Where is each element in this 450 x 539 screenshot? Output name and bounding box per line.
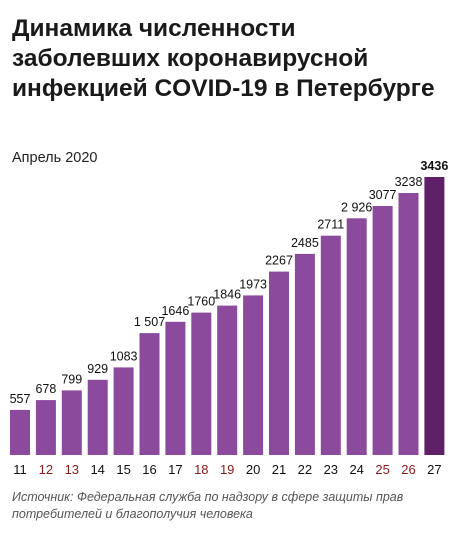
value-label-22: 2485 bbox=[291, 236, 319, 250]
x-tick-label-25: 25 bbox=[375, 462, 389, 477]
value-label-23: 2711 bbox=[317, 218, 344, 232]
bar-23 bbox=[320, 235, 341, 455]
x-tick-label-22: 22 bbox=[298, 462, 312, 477]
bar-26 bbox=[398, 193, 419, 455]
bar-17 bbox=[165, 321, 186, 455]
bar-13 bbox=[61, 390, 82, 455]
x-tick-label-21: 21 bbox=[272, 462, 286, 477]
chart-title: Динамика численности заболевших коронави… bbox=[12, 15, 435, 102]
x-tick-label-23: 23 bbox=[324, 462, 338, 477]
bar-21 bbox=[269, 271, 289, 455]
x-tick-label-14: 14 bbox=[90, 462, 104, 477]
value-label-11: 557 bbox=[10, 392, 31, 406]
value-label-13: 799 bbox=[61, 372, 82, 386]
bar-27 bbox=[424, 177, 445, 455]
x-labels-group: 11 12 13 14 15 16 17 18 19 20 21 22 23 24 25 26 27 bbox=[13, 462, 441, 477]
value-label-24: 2 926 bbox=[341, 200, 372, 214]
x-tick-label-16: 16 bbox=[142, 462, 156, 477]
bar-15 bbox=[113, 367, 134, 455]
bar-12 bbox=[35, 400, 56, 455]
x-tick-label-26: 26 bbox=[401, 462, 415, 477]
x-tick-label-24: 24 bbox=[349, 462, 363, 477]
x-tick-label-20: 20 bbox=[246, 462, 260, 477]
value-label-16: 1 507 bbox=[134, 315, 165, 329]
x-tick-label-11: 11 bbox=[13, 462, 27, 477]
value-label-27: 3436 bbox=[420, 159, 448, 173]
bar-22 bbox=[294, 253, 315, 455]
source-note: Источник: Федеральная служба по надзору … bbox=[12, 490, 404, 521]
bar-24 bbox=[346, 218, 367, 455]
x-tick-label-19: 19 bbox=[220, 462, 234, 477]
bar-25 bbox=[372, 206, 393, 455]
value-label-20: 1973 bbox=[239, 277, 267, 291]
bar-18 bbox=[191, 312, 212, 455]
value-label-25: 3077 bbox=[369, 188, 397, 202]
x-tick-label-18: 18 bbox=[194, 462, 208, 477]
value-label-21: 2267 bbox=[265, 254, 293, 268]
x-tick-label-12: 12 bbox=[39, 462, 53, 477]
chart-subtitle: Апрель 2020 bbox=[12, 150, 98, 166]
value-label-12: 678 bbox=[35, 382, 56, 396]
value-label-15: 1083 bbox=[110, 349, 138, 363]
x-tick-label-17: 17 bbox=[168, 462, 182, 477]
value-label-26: 3238 bbox=[395, 175, 423, 189]
x-tick-label-13: 13 bbox=[65, 462, 79, 477]
bar-20 bbox=[243, 295, 264, 455]
bars-group bbox=[10, 177, 445, 455]
bar-19 bbox=[217, 305, 238, 455]
value-label-18: 1760 bbox=[187, 295, 215, 309]
value-label-14: 929 bbox=[87, 362, 108, 376]
bar-16 bbox=[139, 333, 160, 455]
bar-11 bbox=[10, 409, 30, 455]
x-tick-label-27: 27 bbox=[427, 462, 441, 477]
value-label-17: 1646 bbox=[161, 304, 189, 318]
value-label-19: 1846 bbox=[213, 288, 241, 302]
x-tick-label-15: 15 bbox=[116, 462, 130, 477]
bar-14 bbox=[87, 379, 108, 455]
